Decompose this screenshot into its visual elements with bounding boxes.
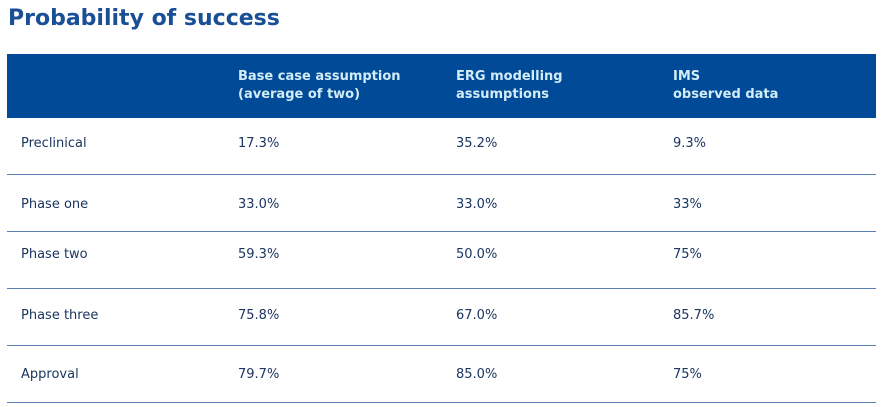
column-header-line: assumptions [456, 87, 549, 102]
erg-cell: 35.2% [456, 136, 498, 151]
ims-cell: 85.7% [673, 308, 715, 323]
erg-cell: 50.0% [456, 247, 498, 262]
base-case-cell: 79.7% [238, 367, 280, 382]
table-row: Preclinical 17.3% 35.2% 9.3% [7, 118, 876, 175]
base-case-cell: 33.0% [238, 197, 280, 212]
table-header: Base case assumption (average of two) ER… [7, 54, 876, 118]
erg-cell: 85.0% [456, 367, 498, 382]
stage-cell: Phase three [21, 308, 99, 323]
column-header-line: (average of two) [238, 87, 361, 102]
table-row: Approval 79.7% 85.0% 75% [7, 346, 876, 403]
stage-cell: Phase one [21, 197, 89, 212]
probability-table: Base case assumption (average of two) ER… [7, 54, 876, 403]
base-case-cell: 75.8% [238, 308, 280, 323]
column-header-ims: IMS observed data [673, 68, 778, 104]
erg-cell: 67.0% [456, 308, 498, 323]
ims-cell: 75% [673, 367, 702, 382]
column-header-base-case: Base case assumption (average of two) [238, 68, 401, 104]
base-case-cell: 17.3% [238, 136, 280, 151]
column-header-line: observed data [673, 87, 779, 102]
page-title: Probability of success [8, 6, 280, 31]
table-row: Phase one 33.0% 33.0% 33% [7, 175, 876, 232]
erg-cell: 33.0% [456, 197, 498, 212]
stage-cell: Approval [21, 367, 79, 382]
ims-cell: 75% [673, 247, 702, 262]
stage-cell: Preclinical [21, 136, 87, 151]
table-row: Phase three 75.8% 67.0% 85.7% [7, 289, 876, 346]
base-case-cell: 59.3% [238, 247, 280, 262]
table-row: Phase two 59.3% 50.0% 75% [7, 232, 876, 289]
ims-cell: 33% [673, 197, 702, 212]
column-header-line: ERG modelling [456, 69, 563, 84]
stage-cell: Phase two [21, 247, 88, 262]
ims-cell: 9.3% [673, 136, 707, 151]
column-header-erg: ERG modelling assumptions [456, 68, 563, 104]
column-header-line: Base case assumption [238, 69, 401, 84]
column-header-line: IMS [673, 69, 701, 84]
